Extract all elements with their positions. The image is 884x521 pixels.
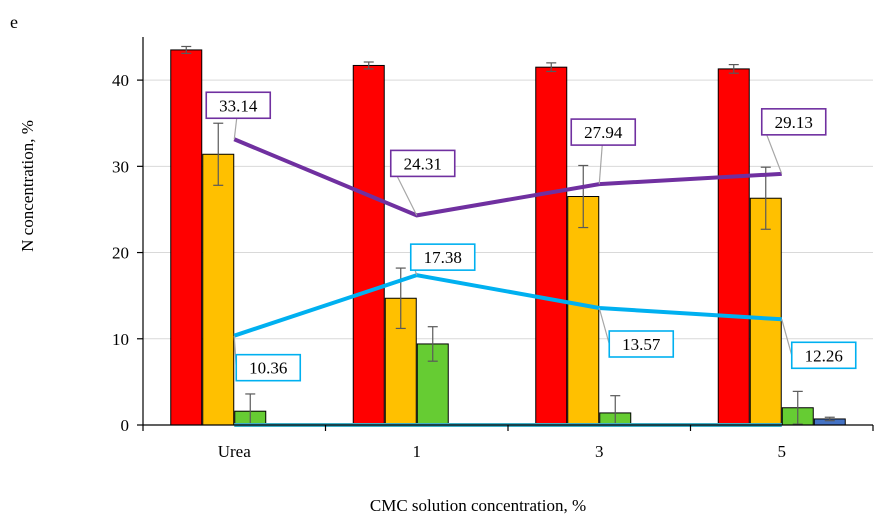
label-leader <box>598 307 610 345</box>
y-tick-label: 0 <box>121 416 130 435</box>
data-label: 24.31 <box>404 154 442 173</box>
x-tick-label: Urea <box>218 442 251 461</box>
data-label-box <box>760 108 827 136</box>
data-label: 12.26 <box>805 346 843 365</box>
panel-label: e <box>10 12 18 32</box>
data-labels: 33.14 24.31 27.94 29.13 10.36 17.38 13.57 12.26 <box>205 91 857 382</box>
label-leader <box>781 319 793 356</box>
data-label-box <box>790 341 857 370</box>
label-leaders <box>233 105 793 368</box>
data-label-box <box>409 243 476 271</box>
bar <box>352 64 385 426</box>
data-label: 13.57 <box>622 335 661 354</box>
data-label-box <box>205 91 272 120</box>
x-axis-title: CMC solution concentration, % <box>370 496 586 515</box>
bar <box>170 49 203 426</box>
y-axis-title: N concentration, % <box>18 120 37 252</box>
bar <box>749 197 782 426</box>
data-label: 33.14 <box>219 96 258 115</box>
data-label: 10.36 <box>249 359 287 378</box>
series-lines <box>233 137 782 427</box>
y-tick-label: 10 <box>112 330 129 349</box>
bar <box>535 66 568 426</box>
data-label-box <box>389 149 456 178</box>
data-label-box <box>608 330 675 358</box>
bar <box>567 196 600 426</box>
series-line <box>233 273 782 338</box>
y-tick-label: 40 <box>112 71 129 90</box>
y-tick-label: 30 <box>112 157 129 176</box>
data-label-box <box>235 353 302 382</box>
x-tick-label: 1 <box>413 442 422 461</box>
y-tick-labels: 0 10 20 30 40 <box>112 71 129 435</box>
data-label: 17.38 <box>424 248 462 267</box>
data-label: 29.13 <box>775 113 813 132</box>
axes <box>137 37 874 431</box>
bar <box>202 153 235 426</box>
x-tick-label: 5 <box>778 442 787 461</box>
bar <box>717 68 750 426</box>
data-label: 27.94 <box>584 123 623 142</box>
data-label-box <box>570 118 637 146</box>
series-line <box>233 137 782 218</box>
y-tick-label: 20 <box>112 244 129 263</box>
x-tick-label: 3 <box>595 442 604 461</box>
x-tick-labels: Urea 1 3 5 <box>218 442 786 461</box>
